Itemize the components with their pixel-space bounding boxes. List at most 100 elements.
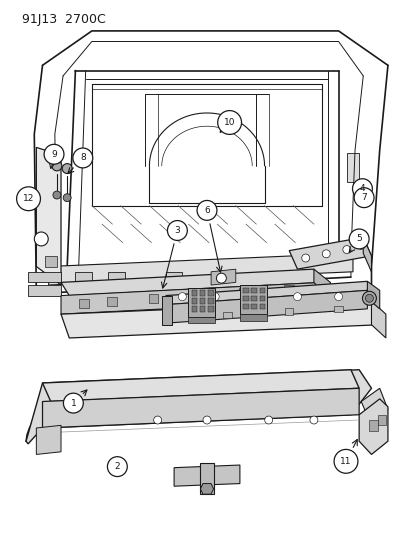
Circle shape — [216, 273, 226, 283]
Polygon shape — [366, 281, 379, 309]
Circle shape — [63, 393, 83, 413]
Polygon shape — [148, 294, 158, 303]
Polygon shape — [200, 464, 213, 494]
Polygon shape — [161, 316, 170, 322]
Polygon shape — [259, 296, 264, 301]
Circle shape — [252, 293, 260, 301]
Polygon shape — [242, 304, 248, 309]
Polygon shape — [36, 425, 61, 455]
Text: 2: 2 — [114, 462, 120, 471]
Polygon shape — [43, 388, 358, 428]
Text: 91J13  2700C: 91J13 2700C — [22, 13, 105, 27]
Polygon shape — [211, 269, 235, 285]
Polygon shape — [199, 290, 205, 296]
Polygon shape — [242, 296, 248, 301]
Circle shape — [309, 416, 317, 424]
Polygon shape — [377, 415, 385, 425]
Text: 5: 5 — [356, 235, 361, 244]
Polygon shape — [259, 288, 264, 293]
Polygon shape — [215, 272, 231, 285]
Polygon shape — [239, 314, 266, 320]
Polygon shape — [242, 288, 248, 293]
Circle shape — [321, 250, 330, 258]
Polygon shape — [251, 296, 256, 301]
Circle shape — [293, 293, 301, 301]
Polygon shape — [193, 291, 203, 300]
Polygon shape — [166, 290, 366, 323]
Circle shape — [73, 148, 93, 168]
Circle shape — [63, 193, 71, 201]
Polygon shape — [360, 388, 387, 425]
Polygon shape — [199, 306, 205, 311]
Circle shape — [167, 221, 187, 240]
Text: 9: 9 — [51, 150, 57, 159]
Polygon shape — [45, 256, 57, 266]
Text: 11: 11 — [339, 457, 351, 466]
Polygon shape — [223, 312, 231, 318]
Circle shape — [349, 229, 368, 249]
Circle shape — [356, 241, 364, 249]
Polygon shape — [166, 272, 182, 285]
Polygon shape — [174, 465, 239, 486]
Polygon shape — [238, 288, 248, 296]
Polygon shape — [285, 308, 293, 314]
Polygon shape — [188, 317, 215, 323]
Polygon shape — [313, 269, 330, 301]
Polygon shape — [28, 272, 61, 282]
Circle shape — [353, 188, 373, 208]
Text: 10: 10 — [223, 118, 235, 127]
Circle shape — [44, 144, 64, 164]
Circle shape — [62, 164, 72, 174]
Circle shape — [301, 254, 309, 262]
Polygon shape — [26, 370, 370, 444]
Circle shape — [17, 187, 40, 211]
Polygon shape — [199, 298, 205, 304]
Polygon shape — [208, 298, 213, 304]
Polygon shape — [208, 290, 213, 296]
Text: 12: 12 — [23, 194, 34, 203]
Polygon shape — [259, 304, 264, 309]
Polygon shape — [108, 272, 124, 285]
Polygon shape — [208, 306, 213, 311]
Polygon shape — [36, 148, 61, 285]
Text: 7: 7 — [360, 193, 366, 202]
Text: 4: 4 — [359, 184, 364, 193]
Polygon shape — [251, 304, 256, 309]
Polygon shape — [191, 298, 197, 304]
Polygon shape — [346, 152, 358, 182]
Polygon shape — [61, 282, 321, 314]
Polygon shape — [188, 288, 215, 317]
Polygon shape — [166, 281, 368, 305]
Polygon shape — [334, 306, 342, 312]
Polygon shape — [49, 253, 352, 285]
Polygon shape — [75, 272, 92, 285]
Polygon shape — [301, 272, 317, 285]
Polygon shape — [161, 296, 172, 325]
Polygon shape — [43, 370, 358, 401]
Polygon shape — [284, 285, 294, 294]
Circle shape — [334, 293, 342, 301]
Polygon shape — [239, 285, 266, 314]
Circle shape — [351, 179, 371, 199]
Polygon shape — [61, 301, 379, 338]
Circle shape — [264, 416, 272, 424]
Text: 6: 6 — [204, 206, 209, 215]
Polygon shape — [251, 288, 256, 293]
Polygon shape — [358, 399, 387, 455]
Polygon shape — [191, 290, 197, 296]
Polygon shape — [107, 297, 117, 306]
Polygon shape — [370, 301, 385, 338]
Circle shape — [153, 416, 161, 424]
Circle shape — [52, 161, 62, 171]
Text: 3: 3 — [174, 226, 180, 235]
Circle shape — [107, 457, 127, 477]
Circle shape — [202, 416, 211, 424]
Polygon shape — [61, 269, 321, 296]
Circle shape — [342, 246, 350, 254]
Circle shape — [211, 293, 218, 301]
Circle shape — [333, 449, 357, 473]
Circle shape — [34, 232, 48, 246]
Circle shape — [53, 191, 61, 199]
Circle shape — [217, 110, 241, 134]
Circle shape — [178, 293, 186, 301]
